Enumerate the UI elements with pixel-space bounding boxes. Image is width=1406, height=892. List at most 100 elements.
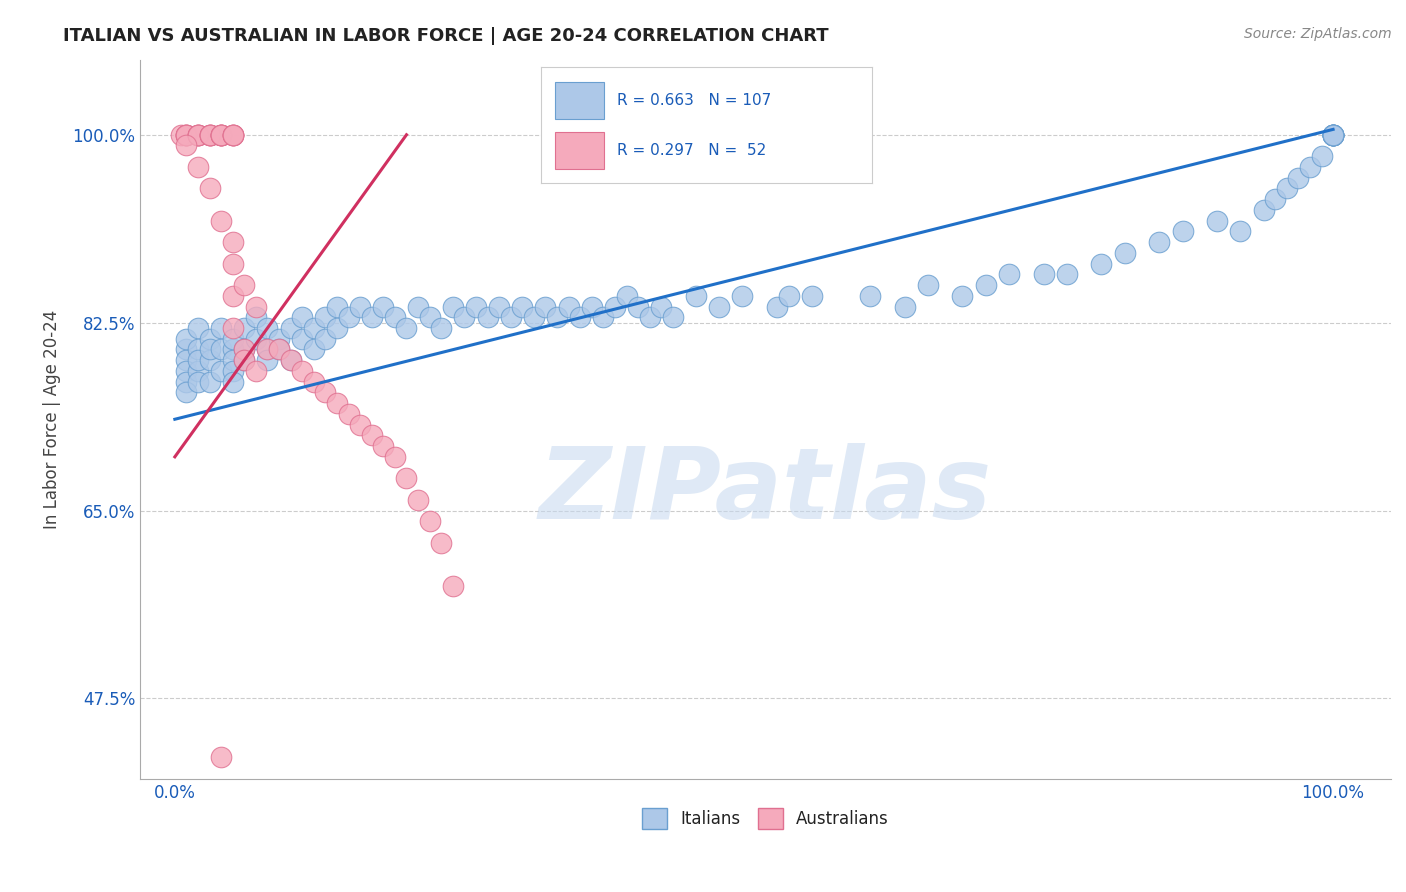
Point (616, 289, 638, 303)
Point (198, 128, 221, 142)
Point (222, 256, 245, 270)
Point (198, 128, 221, 142)
Point (176, 353, 198, 368)
Point (384, 450, 406, 464)
Point (1149, 235, 1171, 249)
Text: ZIPatlas: ZIPatlas (538, 442, 993, 540)
Point (302, 321, 325, 335)
Point (997, 268, 1019, 282)
Point (222, 128, 245, 142)
Point (1264, 192, 1286, 206)
Point (1322, 128, 1344, 142)
Point (326, 321, 349, 335)
Point (233, 321, 256, 335)
Point (1229, 224, 1251, 238)
Point (198, 375, 221, 389)
Point (187, 128, 209, 142)
Point (222, 128, 245, 142)
Point (395, 471, 418, 485)
Point (198, 181, 221, 195)
Point (280, 321, 302, 335)
Point (349, 417, 371, 432)
Point (1171, 224, 1194, 238)
Point (198, 332, 221, 346)
Point (1322, 128, 1344, 142)
Point (198, 128, 221, 142)
Point (302, 375, 325, 389)
Point (222, 128, 245, 142)
Point (187, 343, 209, 357)
Point (557, 300, 579, 314)
Point (337, 407, 360, 421)
Point (209, 213, 232, 227)
Point (766, 300, 789, 314)
Point (800, 289, 823, 303)
Point (360, 310, 382, 325)
Point (209, 321, 232, 335)
Point (209, 750, 232, 764)
Point (592, 310, 614, 325)
Point (209, 128, 232, 142)
Point (384, 310, 406, 325)
Point (546, 310, 568, 325)
Point (419, 310, 441, 325)
Point (373, 439, 395, 453)
Point (1322, 128, 1344, 142)
Point (245, 310, 267, 325)
Point (709, 300, 731, 314)
Point (1090, 256, 1112, 270)
Point (1114, 245, 1136, 260)
Point (778, 289, 800, 303)
Point (569, 310, 592, 325)
Point (917, 278, 939, 293)
Point (256, 343, 278, 357)
Point (233, 343, 256, 357)
Point (441, 300, 464, 314)
Point (222, 364, 245, 378)
Text: Source: ZipAtlas.com: Source: ZipAtlas.com (1244, 27, 1392, 41)
Point (222, 375, 245, 389)
Point (169, 128, 191, 142)
Point (685, 289, 707, 303)
Point (187, 375, 209, 389)
Point (233, 353, 256, 368)
Point (1322, 128, 1344, 142)
Point (280, 353, 302, 368)
Point (267, 343, 290, 357)
Point (488, 300, 510, 314)
Point (314, 332, 336, 346)
Point (187, 128, 209, 142)
Point (581, 300, 603, 314)
Point (349, 300, 371, 314)
Point (314, 310, 336, 325)
Point (406, 300, 429, 314)
Bar (554, 132, 605, 169)
Point (187, 160, 209, 174)
Point (176, 138, 198, 153)
Point (731, 289, 754, 303)
Text: R = 0.663   N = 107: R = 0.663 N = 107 (617, 93, 772, 108)
Point (267, 332, 290, 346)
Point (209, 128, 232, 142)
Point (430, 321, 453, 335)
Point (314, 385, 336, 400)
Point (1275, 181, 1298, 195)
Point (326, 396, 349, 410)
Point (430, 535, 453, 549)
Legend: Italians, Australians: Italians, Australians (636, 802, 896, 835)
Point (233, 278, 256, 293)
Point (256, 353, 278, 368)
Point (1299, 160, 1322, 174)
Text: R = 0.297   N =  52: R = 0.297 N = 52 (617, 143, 766, 158)
Point (974, 278, 997, 293)
Point (209, 128, 232, 142)
Point (406, 492, 429, 507)
Point (662, 310, 685, 325)
Point (176, 128, 198, 142)
Point (176, 128, 198, 142)
Point (176, 343, 198, 357)
Point (222, 332, 245, 346)
Point (209, 364, 232, 378)
Point (187, 321, 209, 335)
Point (187, 364, 209, 378)
